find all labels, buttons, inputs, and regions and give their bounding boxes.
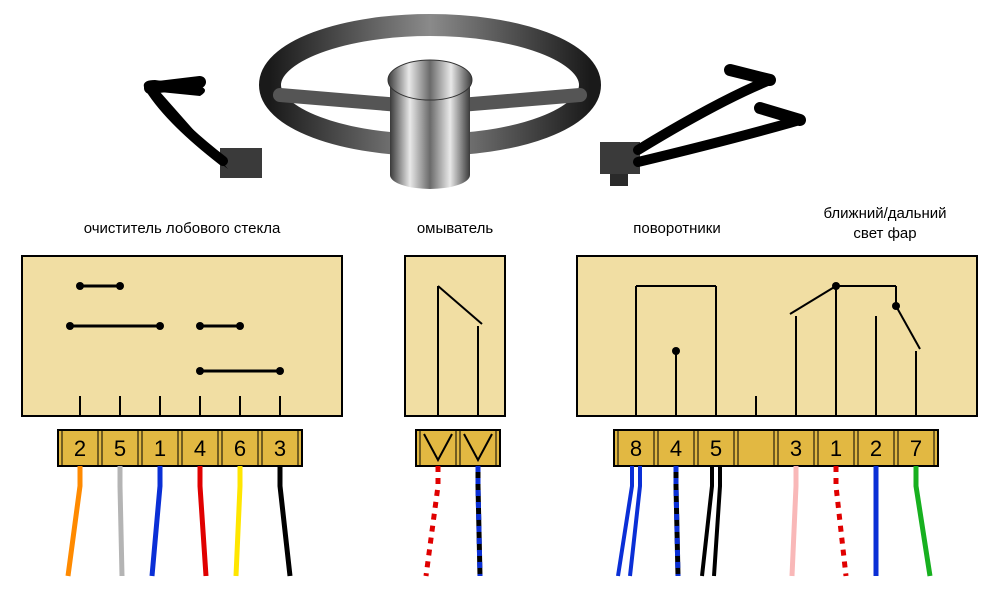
svg-text:1: 1 — [830, 436, 842, 461]
svg-text:5: 5 — [114, 436, 126, 461]
svg-text:4: 4 — [670, 436, 682, 461]
svg-text:8: 8 — [630, 436, 642, 461]
label-beam-1: ближний/дальний — [790, 205, 980, 222]
svg-text:2: 2 — [870, 436, 882, 461]
svg-text:1: 1 — [154, 436, 166, 461]
wiring-diagram: 2 5 1 4 6 3 8 4 5 3 1 2 7 — [0, 0, 998, 601]
svg-text:3: 3 — [274, 436, 286, 461]
svg-text:3: 3 — [790, 436, 802, 461]
svg-text:5: 5 — [710, 436, 722, 461]
svg-text:4: 4 — [194, 436, 206, 461]
label-beam-2: свет фар — [790, 225, 980, 242]
label-washer: омыватель — [395, 220, 515, 237]
svg-text:2: 2 — [74, 436, 86, 461]
label-turn: поворотники — [577, 220, 777, 237]
label-wiper: очиститель лобового стекла — [22, 220, 342, 237]
svg-text:7: 7 — [910, 436, 922, 461]
svg-text:6: 6 — [234, 436, 246, 461]
